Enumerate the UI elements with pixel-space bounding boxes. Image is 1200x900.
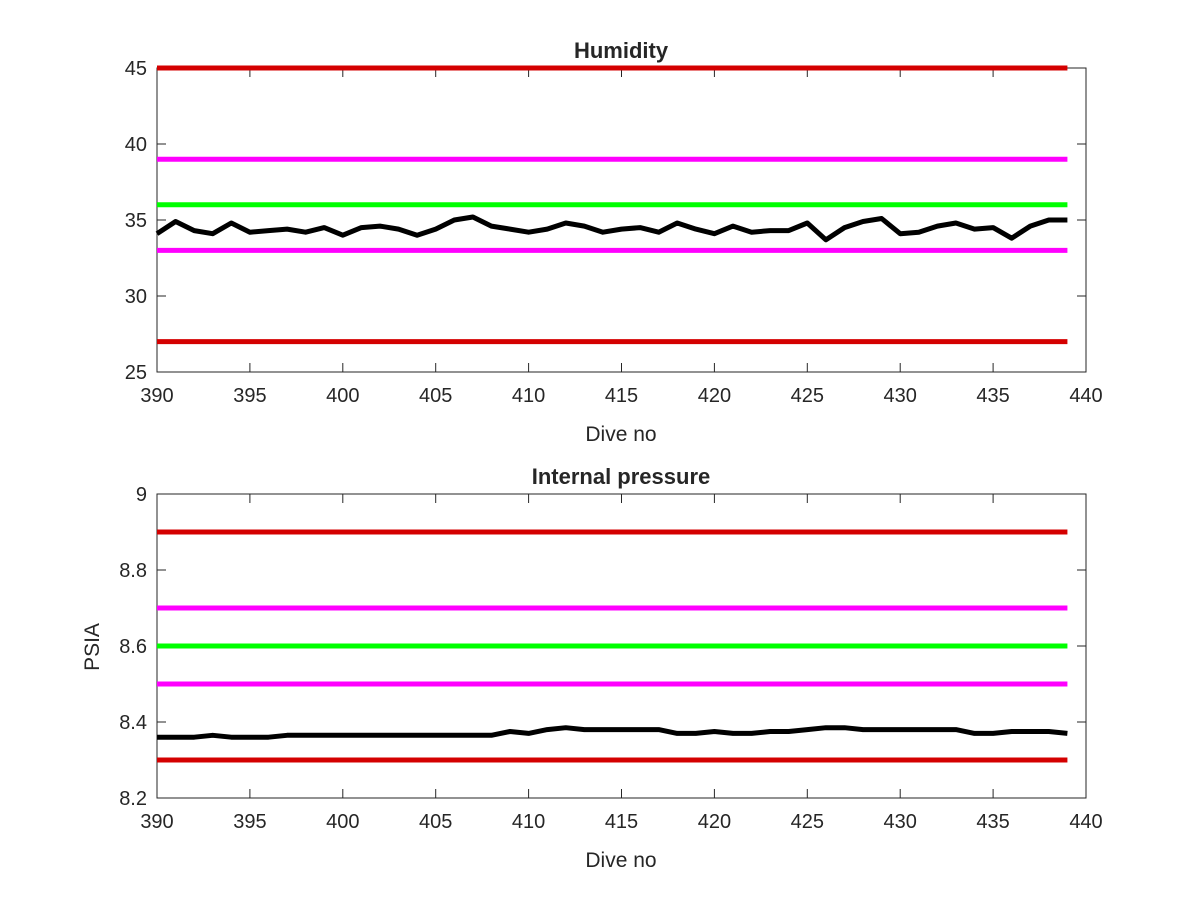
x-axis-label: Dive no: [585, 423, 656, 446]
x-tick-label: 420: [698, 811, 731, 833]
chart-title: Humidity: [574, 38, 669, 63]
x-tick-label: 425: [791, 385, 824, 407]
x-tick-label: 435: [976, 385, 1009, 407]
chart-title: Internal pressure: [532, 464, 711, 489]
y-tick-label: 8.8: [119, 560, 147, 582]
x-tick-label: 415: [605, 811, 638, 833]
series-line: [157, 725, 1068, 740]
y-tick-label: 40: [125, 134, 147, 156]
x-tick-label: 395: [233, 385, 266, 407]
x-tick-label: 410: [512, 811, 545, 833]
x-tick-label: 440: [1069, 811, 1102, 833]
x-tick-label: 440: [1069, 385, 1102, 407]
x-tick-label: 435: [976, 811, 1009, 833]
x-tick-label: 405: [419, 811, 452, 833]
internal-pressure-chart: Internal pressure Dive no PSIA 390 395 400…: [81, 464, 1103, 872]
axes-box: [156, 67, 1087, 373]
y-tick-label: 8.6: [119, 636, 147, 658]
x-axis-label: Dive no: [585, 849, 656, 872]
y-tick-label: 8.2: [119, 788, 147, 810]
y-axis-label: PSIA: [81, 623, 104, 671]
humidity-chart: Humidity Dive no 390 395 400 405 410 415 420 42…: [125, 38, 1103, 446]
x-tick-label: 405: [419, 385, 452, 407]
y-tick-label: 8.4: [119, 712, 147, 734]
x-tick-label: 395: [233, 811, 266, 833]
x-tick-label: 400: [326, 811, 359, 833]
x-tick-label: 430: [884, 385, 917, 407]
series-line: [155, 214, 1068, 243]
y-tick-label: 45: [125, 58, 147, 80]
y-tick-label: 25: [125, 362, 147, 384]
x-tick-label: 400: [326, 385, 359, 407]
y-tick-label: 9: [136, 484, 147, 506]
y-tick-label: 35: [125, 210, 147, 232]
x-tick-label: 415: [605, 385, 638, 407]
y-tick-label: 30: [125, 286, 147, 308]
x-tick-label: 390: [140, 811, 173, 833]
x-tick-label: 390: [140, 385, 173, 407]
x-tick-label: 410: [512, 385, 545, 407]
x-tick-label: 425: [791, 811, 824, 833]
x-tick-label: 430: [884, 811, 917, 833]
x-tick-label: 420: [698, 385, 731, 407]
